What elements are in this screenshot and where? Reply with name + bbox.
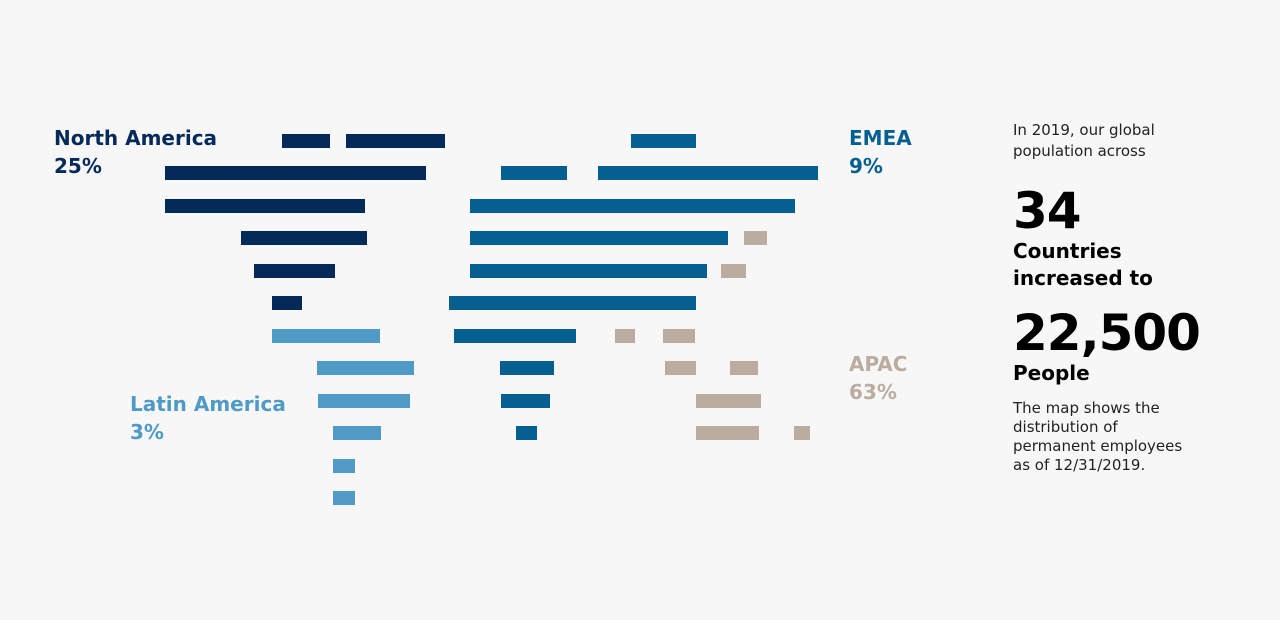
label-apac: APAC 63% xyxy=(849,350,907,406)
people-label: People xyxy=(1013,361,1090,385)
map-bar-north-america xyxy=(165,166,426,180)
summary-panel: In 2019, our global population across 34… xyxy=(1013,120,1253,475)
countries-label: Countries increased to xyxy=(1013,239,1153,290)
emea-name: EMEA xyxy=(849,126,912,150)
map-bar-emea xyxy=(500,361,554,375)
map-bar-latin-america xyxy=(333,426,381,440)
apac-percent: 63% xyxy=(849,380,897,404)
map-bar-apac xyxy=(696,394,761,408)
map-bar-apac xyxy=(794,426,810,440)
map-bar-apac xyxy=(744,231,767,245)
label-north-america: North America 25% xyxy=(54,124,217,180)
emea-percent: 9% xyxy=(849,154,883,178)
map-bar-north-america xyxy=(254,264,335,278)
latin-america-name: Latin America xyxy=(130,392,286,416)
map-note: The map shows the distribution of perman… xyxy=(1013,399,1183,474)
map-bar-apac xyxy=(721,264,746,278)
map-bar-emea xyxy=(470,231,728,245)
apac-name: APAC xyxy=(849,352,908,376)
map-bar-north-america xyxy=(346,134,445,148)
map-bar-emea xyxy=(598,166,818,180)
latin-america-percent: 3% xyxy=(130,420,164,444)
map-bar-latin-america xyxy=(317,361,414,375)
label-latin-america: Latin America 3% xyxy=(130,390,286,446)
map-bar-apac xyxy=(615,329,635,343)
map-bar-north-america xyxy=(241,231,367,245)
map-bar-emea xyxy=(501,394,550,408)
map-bar-emea xyxy=(631,134,696,148)
map-bar-emea xyxy=(449,296,696,310)
north-america-name: North America xyxy=(54,126,218,150)
map-bar-apac xyxy=(730,361,758,375)
label-emea: EMEA 9% xyxy=(849,124,912,180)
map-bar-emea xyxy=(454,329,576,343)
north-america-percent: 25% xyxy=(54,154,102,178)
map-bar-latin-america xyxy=(318,394,410,408)
map-bar-latin-america xyxy=(272,329,380,343)
map-bar-latin-america xyxy=(333,491,355,505)
map-bar-emea xyxy=(470,199,795,213)
people-count: 22,500 xyxy=(1013,304,1201,362)
map-bar-north-america xyxy=(272,296,302,310)
map-bar-apac xyxy=(696,426,759,440)
map-bar-apac xyxy=(663,329,695,343)
map-bar-emea xyxy=(501,166,567,180)
map-bar-emea xyxy=(470,264,707,278)
map-bar-emea xyxy=(516,426,537,440)
map-bar-latin-america xyxy=(333,459,355,473)
map-bar-apac xyxy=(665,361,696,375)
intro-text: In 2019, our global population across xyxy=(1013,121,1155,160)
countries-count: 34 xyxy=(1013,182,1082,240)
map-bar-north-america xyxy=(282,134,330,148)
map-bar-north-america xyxy=(165,199,365,213)
